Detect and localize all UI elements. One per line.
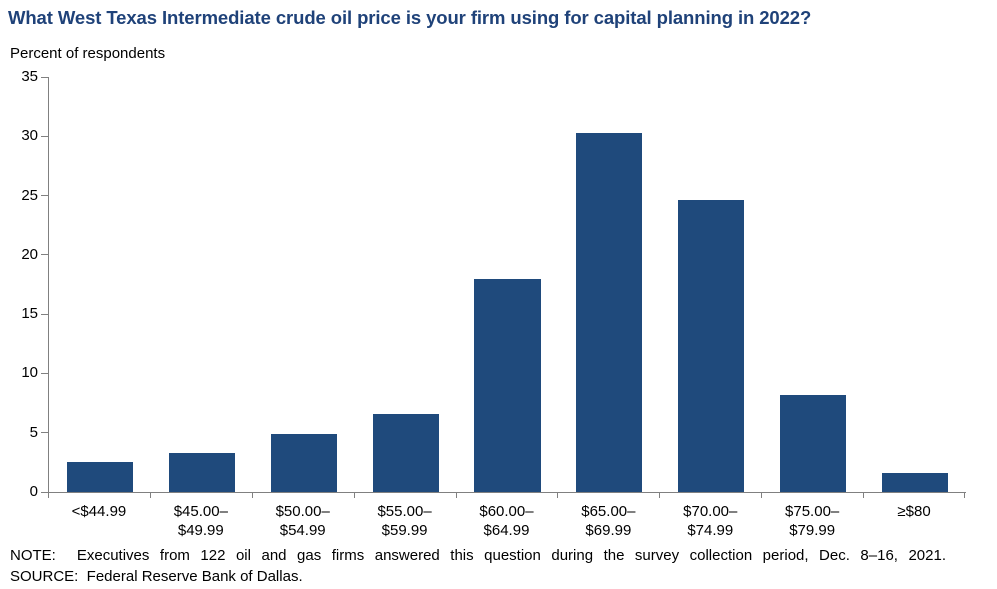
y-axis-title: Percent of respondents	[10, 45, 166, 62]
plot-area	[48, 77, 966, 493]
y-axis-ticks	[41, 76, 48, 493]
y-tick-mark	[41, 313, 48, 315]
x-tick-mark	[353, 493, 355, 498]
bar-8	[780, 394, 847, 492]
bar-4	[372, 413, 439, 492]
x-tick-mark	[557, 493, 559, 498]
x-tick-label: $60.00– $64.99	[479, 503, 534, 539]
x-tick-mark	[761, 493, 763, 498]
bar-6	[576, 132, 643, 492]
chart-title: What West Texas Intermediate crude oil p…	[8, 7, 812, 28]
y-tick-mark	[41, 195, 48, 197]
x-tick-mark	[251, 493, 253, 498]
y-tick-label: 25	[21, 186, 38, 204]
y-tick-label: 15	[21, 305, 38, 323]
bar-7	[678, 200, 745, 492]
y-tick-mark	[41, 372, 48, 374]
bar-3	[270, 433, 337, 492]
x-tick-mark	[48, 493, 49, 498]
y-tick-label: 10	[21, 364, 38, 382]
x-tick-label: $45.00– $49.99	[173, 503, 228, 539]
x-tick-label: $70.00– $74.99	[683, 503, 738, 539]
y-tick-label: 30	[21, 127, 38, 145]
y-tick-label: 35	[21, 68, 38, 85]
bar-2	[168, 452, 235, 492]
x-tick-label: $55.00– $59.99	[377, 503, 432, 539]
y-tick-mark	[41, 135, 48, 137]
y-tick-label: 0	[29, 483, 38, 500]
x-tick-label: $65.00– $69.99	[581, 503, 636, 539]
bar-5	[474, 278, 541, 492]
y-axis-labels: 0 5 10 15 20 25 30 35	[0, 68, 38, 500]
x-axis-labels: <$44.99 $45.00– $49.99 $50.00– $54.99 $55.0…	[48, 502, 965, 542]
source-text: SOURCE: Federal Reserve Bank of Dallas.	[10, 568, 303, 585]
x-tick-label: ≥$80	[897, 503, 931, 520]
x-tick-mark	[964, 493, 965, 498]
x-tick-mark	[455, 493, 457, 498]
y-tick-label: 5	[29, 423, 38, 441]
x-tick-mark	[149, 493, 151, 498]
y-tick-mark	[41, 254, 48, 256]
x-tick-label: $50.00– $54.99	[275, 503, 330, 539]
y-tick-mark	[41, 76, 48, 78]
x-tick-label: <$44.99	[71, 503, 127, 520]
x-axis-ticks	[48, 493, 965, 498]
note-text: NOTE: Executives from 122 oil and gas fi…	[10, 547, 946, 564]
x-tick-mark	[659, 493, 661, 498]
y-tick-mark	[41, 491, 48, 493]
bar-1	[66, 462, 133, 492]
bar-9	[882, 473, 949, 492]
y-tick-mark	[41, 432, 48, 434]
y-tick-label: 20	[21, 245, 38, 263]
x-tick-mark	[863, 493, 865, 498]
x-tick-label: $75.00– $79.99	[785, 503, 840, 539]
